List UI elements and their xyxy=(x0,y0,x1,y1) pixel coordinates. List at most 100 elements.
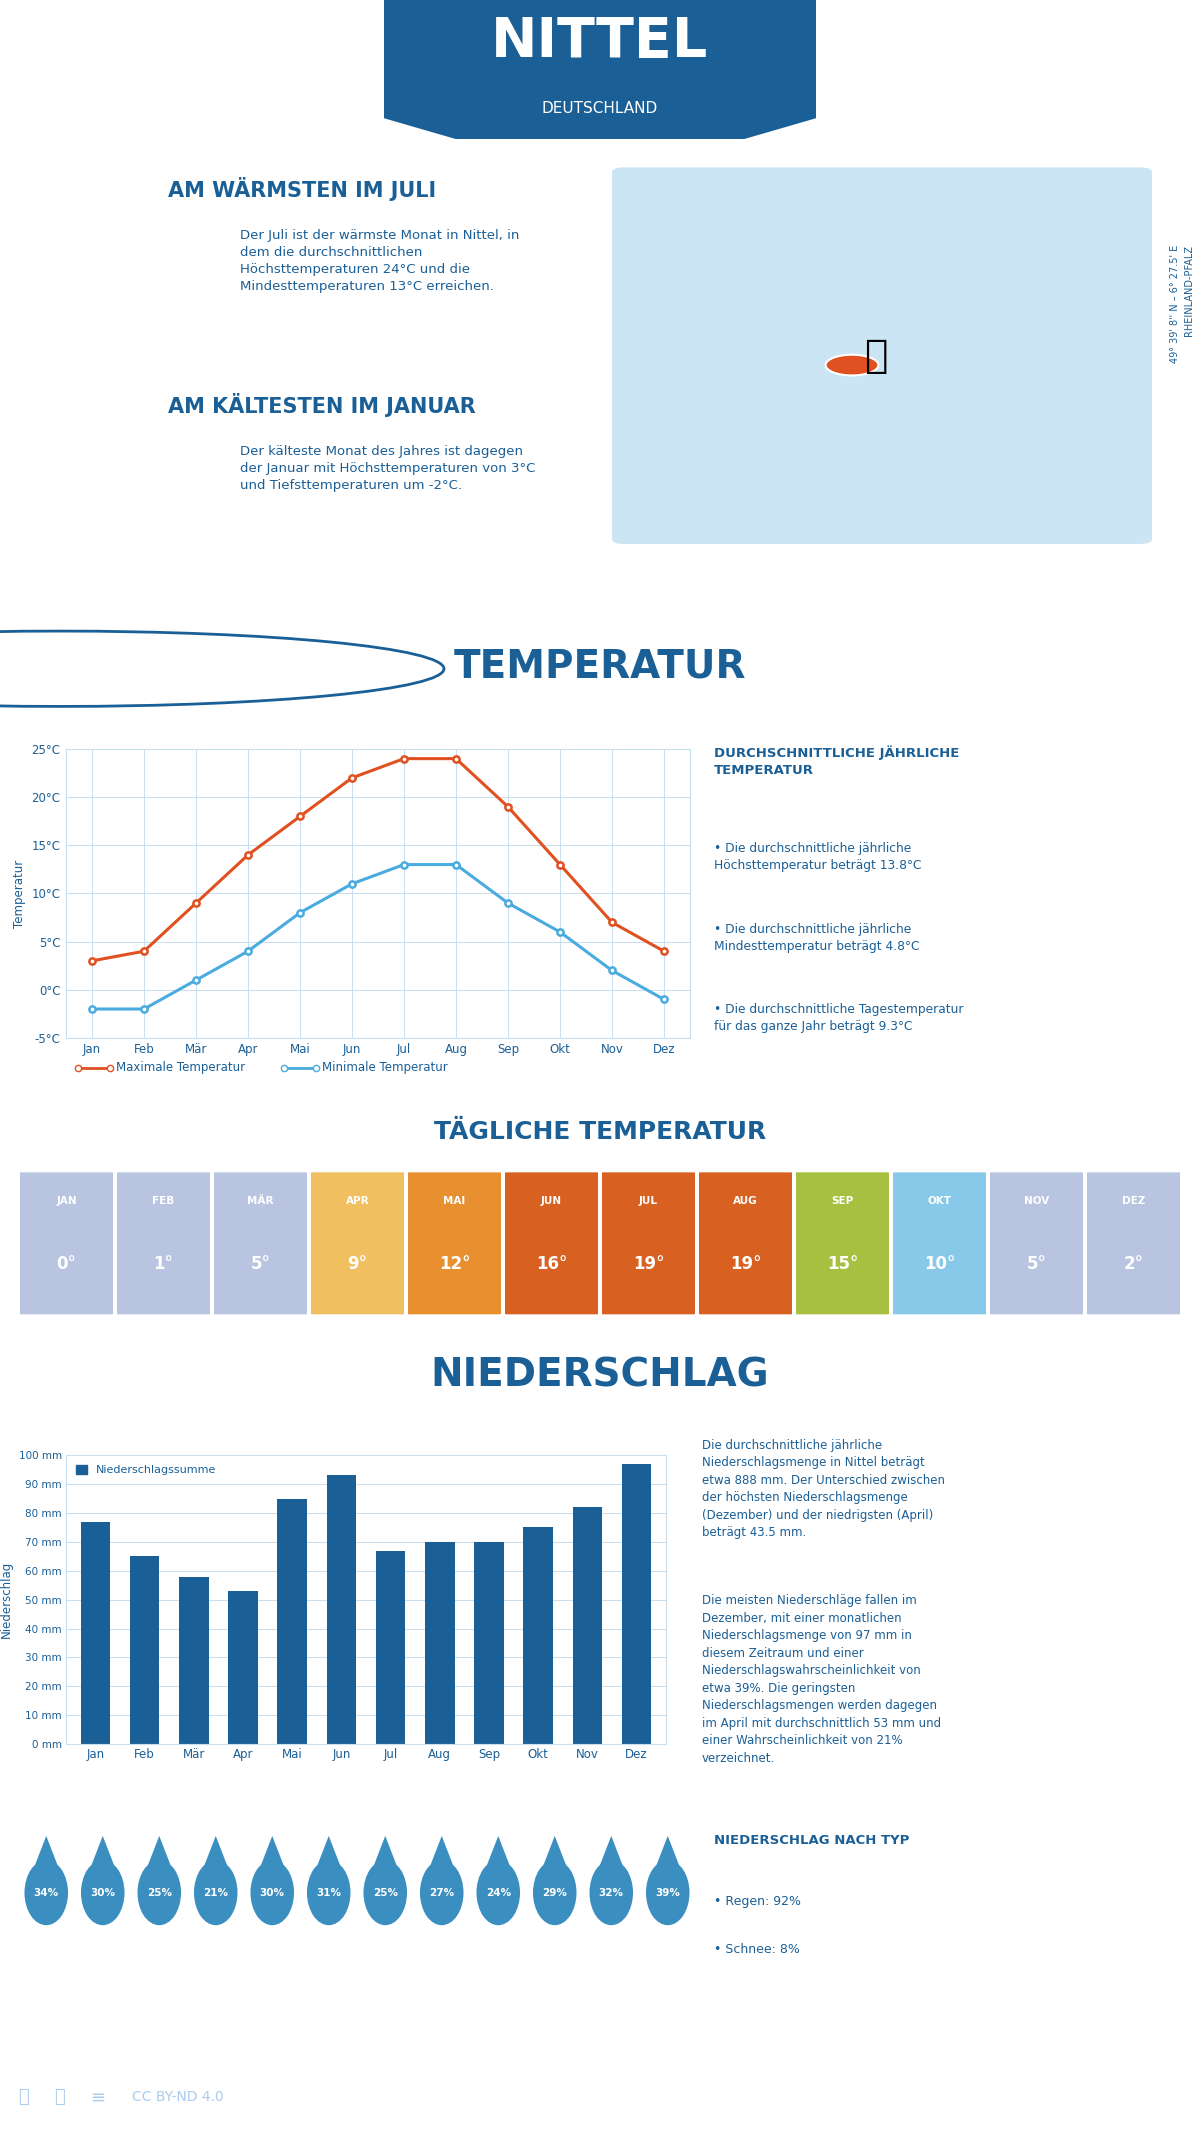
Text: MÄR: MÄR xyxy=(148,1967,170,1975)
Text: • Regen: 92%: • Regen: 92% xyxy=(714,1896,802,1909)
Text: NIEDERSCHLAGSWAHRSCHEINLICHKEIT: NIEDERSCHLAGSWAHRSCHEINLICHKEIT xyxy=(210,1785,504,1798)
Circle shape xyxy=(475,1860,521,1926)
Text: 1°: 1° xyxy=(154,1254,174,1273)
Text: 19°: 19° xyxy=(632,1254,665,1273)
Legend: Niederschlagssumme: Niederschlagssumme xyxy=(72,1462,221,1479)
Text: 39%: 39% xyxy=(655,1887,680,1898)
FancyBboxPatch shape xyxy=(794,1171,890,1316)
Text: 🌍: 🌍 xyxy=(864,336,888,374)
Bar xyxy=(425,1541,455,1744)
Polygon shape xyxy=(384,0,816,180)
Text: 30%: 30% xyxy=(259,1887,284,1898)
Text: MÄR: MÄR xyxy=(247,1196,274,1207)
FancyBboxPatch shape xyxy=(116,1171,211,1316)
Text: NOV: NOV xyxy=(1024,1196,1049,1207)
Polygon shape xyxy=(91,1836,114,1866)
Text: NIEDERSCHLAG: NIEDERSCHLAG xyxy=(431,1357,769,1395)
Text: AUG: AUG xyxy=(431,1967,452,1975)
FancyBboxPatch shape xyxy=(989,1171,1084,1316)
Bar xyxy=(572,1507,602,1744)
Circle shape xyxy=(362,1860,408,1926)
Text: JUL: JUL xyxy=(377,1967,394,1975)
FancyBboxPatch shape xyxy=(504,1171,599,1316)
Text: 5°: 5° xyxy=(1026,1254,1046,1273)
Text: • Die durchschnittliche jährliche
Höchsttemperatur beträgt 13.8°C: • Die durchschnittliche jährliche Höchst… xyxy=(714,841,922,873)
Text: Ⓒ: Ⓒ xyxy=(18,2089,29,2106)
Circle shape xyxy=(306,1860,352,1926)
Text: 24%: 24% xyxy=(486,1887,511,1898)
Text: APR: APR xyxy=(346,1196,370,1207)
Text: 2°: 2° xyxy=(1123,1254,1144,1273)
Text: DEZ: DEZ xyxy=(658,1967,678,1975)
Text: JAN: JAN xyxy=(56,1196,77,1207)
FancyBboxPatch shape xyxy=(1086,1171,1181,1316)
Text: Die durchschnittliche jährliche
Niederschlagsmenge in Nittel beträgt
etwa 888 mm: Die durchschnittliche jährliche Niedersc… xyxy=(702,1438,946,1539)
Polygon shape xyxy=(656,1836,679,1866)
FancyBboxPatch shape xyxy=(892,1171,988,1316)
Text: MAI: MAI xyxy=(443,1196,466,1207)
Text: 25%: 25% xyxy=(373,1887,397,1898)
Text: AM WÄRMSTEN IM JULI: AM WÄRMSTEN IM JULI xyxy=(168,178,436,201)
Text: AUG: AUG xyxy=(733,1196,758,1207)
Text: 5°: 5° xyxy=(251,1254,270,1273)
Text: DEZ: DEZ xyxy=(1122,1196,1145,1207)
Text: Minimale Temperatur: Minimale Temperatur xyxy=(322,1061,448,1074)
Text: FEB: FEB xyxy=(94,1967,113,1975)
Text: SEP: SEP xyxy=(832,1196,853,1207)
Polygon shape xyxy=(431,1836,454,1866)
Text: TÄGLICHE TEMPERATUR: TÄGLICHE TEMPERATUR xyxy=(434,1119,766,1145)
Polygon shape xyxy=(487,1836,510,1866)
Bar xyxy=(228,1590,258,1744)
Text: Der kälteste Monat des Jahres ist dagegen
der Januar mit Höchsttemperaturen von : Der kälteste Monat des Jahres ist dagege… xyxy=(240,445,535,492)
Circle shape xyxy=(419,1860,464,1926)
Bar xyxy=(523,1528,553,1744)
Circle shape xyxy=(193,1860,239,1926)
Text: CC BY-ND 4.0: CC BY-ND 4.0 xyxy=(132,2091,223,2104)
FancyBboxPatch shape xyxy=(698,1171,793,1316)
Polygon shape xyxy=(600,1836,623,1866)
Text: DEUTSCHLAND: DEUTSCHLAND xyxy=(542,101,658,116)
FancyBboxPatch shape xyxy=(212,1171,308,1316)
Y-axis label: Niederschlag: Niederschlag xyxy=(0,1560,13,1639)
Bar xyxy=(277,1498,307,1744)
Text: 30%: 30% xyxy=(90,1887,115,1898)
FancyBboxPatch shape xyxy=(19,1171,114,1316)
Polygon shape xyxy=(260,1836,283,1866)
Circle shape xyxy=(24,1860,68,1926)
Text: 31%: 31% xyxy=(317,1887,341,1898)
Text: 16°: 16° xyxy=(536,1254,568,1273)
Circle shape xyxy=(826,355,878,374)
Bar xyxy=(80,1522,110,1744)
Text: 12°: 12° xyxy=(439,1254,470,1273)
FancyBboxPatch shape xyxy=(612,167,1152,544)
Text: OKT: OKT xyxy=(928,1196,952,1207)
Text: 15°: 15° xyxy=(827,1254,858,1273)
Polygon shape xyxy=(544,1836,566,1866)
Polygon shape xyxy=(148,1836,170,1866)
Text: ⓘ: ⓘ xyxy=(54,2089,65,2106)
Circle shape xyxy=(80,1860,125,1926)
Text: NITTEL: NITTEL xyxy=(491,15,709,68)
Text: 29%: 29% xyxy=(542,1887,568,1898)
Text: SEP: SEP xyxy=(488,1967,508,1975)
Polygon shape xyxy=(374,1836,396,1866)
Y-axis label: Temperatur: Temperatur xyxy=(13,860,26,927)
Circle shape xyxy=(250,1860,295,1926)
Circle shape xyxy=(137,1860,182,1926)
Text: Maximale Temperatur: Maximale Temperatur xyxy=(116,1061,245,1074)
Text: FEB: FEB xyxy=(152,1196,175,1207)
FancyBboxPatch shape xyxy=(310,1171,406,1316)
Text: JUL: JUL xyxy=(640,1196,658,1207)
Text: NIEDERSCHLAG NACH TYP: NIEDERSCHLAG NACH TYP xyxy=(714,1834,910,1847)
Text: JUN: JUN xyxy=(319,1967,338,1975)
Text: 25%: 25% xyxy=(146,1887,172,1898)
Text: 10°: 10° xyxy=(924,1254,955,1273)
Text: 9°: 9° xyxy=(348,1254,367,1273)
Text: 27%: 27% xyxy=(430,1887,455,1898)
Text: APR: APR xyxy=(205,1967,226,1975)
Text: JAN: JAN xyxy=(37,1967,55,1975)
Text: DURCHSCHNITTLICHE JÄHRLICHE
TEMPERATUR: DURCHSCHNITTLICHE JÄHRLICHE TEMPERATUR xyxy=(714,747,959,777)
Text: METEOATLAS.DE: METEOATLAS.DE xyxy=(958,2086,1164,2108)
Text: 34%: 34% xyxy=(34,1887,59,1898)
FancyBboxPatch shape xyxy=(407,1171,502,1316)
